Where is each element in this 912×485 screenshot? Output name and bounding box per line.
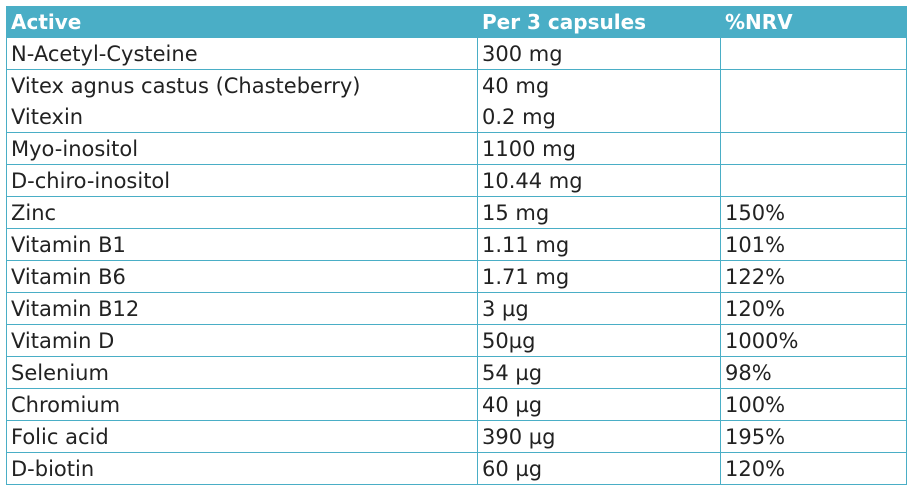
table-row: D-chiro-inositol 10.44 mg	[6, 164, 907, 197]
active-cell: Vitamin D	[6, 324, 478, 357]
active-cell: Zinc	[6, 196, 478, 229]
amount-cell: 15 mg	[477, 196, 721, 229]
active-cell: Myo-inositol	[6, 132, 478, 165]
table-row: Vitamin B1 1.11 mg 101%	[6, 228, 907, 261]
amount-cell: 0.2 mg	[477, 101, 721, 133]
table-row: N-Acetyl-Cysteine 300 mg	[6, 37, 907, 70]
active-cell: Vitex agnus castus (Chasteberry)	[6, 69, 478, 101]
header-nrv: %NRV	[720, 6, 907, 38]
active-cell: N-Acetyl-Cysteine	[6, 37, 478, 70]
amount-cell: 50µg	[477, 324, 721, 357]
amount-cell: 390 µg	[477, 420, 721, 453]
table-row: Chromium 40 µg 100%	[6, 388, 907, 421]
table-row: Vitexin 0.2 mg	[6, 101, 907, 133]
nutrition-table: Active Per 3 capsules %NRV N-Acetyl-Cyst…	[6, 6, 907, 485]
amount-cell: 3 µg	[477, 292, 721, 325]
nrv-cell	[720, 132, 907, 165]
nutrition-table-container: Active Per 3 capsules %NRV N-Acetyl-Cyst…	[6, 6, 907, 485]
active-cell: Vitamin B6	[6, 260, 478, 293]
amount-cell: 54 µg	[477, 356, 721, 389]
table-row: Selenium 54 µg 98%	[6, 356, 907, 389]
table-row: Vitex agnus castus (Chasteberry) 40 mg	[6, 69, 907, 101]
table-row: Vitamin D 50µg 1000%	[6, 324, 907, 357]
active-cell: Vitamin B12	[6, 292, 478, 325]
active-cell: D-chiro-inositol	[6, 164, 478, 197]
table-header-row: Active Per 3 capsules %NRV	[6, 6, 907, 38]
header-active: Active	[6, 6, 478, 38]
active-cell: Selenium	[6, 356, 478, 389]
amount-cell: 40 mg	[477, 69, 721, 101]
amount-cell: 1.11 mg	[477, 228, 721, 261]
active-cell: Vitamin B1	[6, 228, 478, 261]
amount-cell: 1.71 mg	[477, 260, 721, 293]
table-row: Folic acid 390 µg 195%	[6, 420, 907, 453]
nrv-cell	[720, 164, 907, 197]
nrv-cell	[720, 37, 907, 70]
table-row: D-biotin 60 µg 120%	[6, 452, 907, 485]
amount-cell: 1100 mg	[477, 132, 721, 165]
table-row: Vitamin B6 1.71 mg 122%	[6, 260, 907, 293]
amount-cell: 40 µg	[477, 388, 721, 421]
table-row: Myo-inositol 1100 mg	[6, 132, 907, 165]
active-cell: Vitexin	[6, 101, 478, 133]
nrv-cell: 150%	[720, 196, 907, 229]
active-cell: D-biotin	[6, 452, 478, 485]
header-per-3-capsules: Per 3 capsules	[477, 6, 721, 38]
nrv-cell: 98%	[720, 356, 907, 389]
active-cell: Chromium	[6, 388, 478, 421]
nrv-cell: 101%	[720, 228, 907, 261]
nrv-cell: 195%	[720, 420, 907, 453]
nrv-cell: 120%	[720, 292, 907, 325]
nrv-cell: 122%	[720, 260, 907, 293]
amount-cell: 60 µg	[477, 452, 721, 485]
nrv-cell: 120%	[720, 452, 907, 485]
amount-cell: 10.44 mg	[477, 164, 721, 197]
amount-cell: 300 mg	[477, 37, 721, 70]
nrv-cell	[720, 101, 907, 133]
table-row: Vitamin B12 3 µg 120%	[6, 292, 907, 325]
active-cell: Folic acid	[6, 420, 478, 453]
nrv-cell	[720, 69, 907, 101]
nrv-cell: 100%	[720, 388, 907, 421]
table-row: Zinc 15 mg 150%	[6, 196, 907, 229]
nrv-cell: 1000%	[720, 324, 907, 357]
